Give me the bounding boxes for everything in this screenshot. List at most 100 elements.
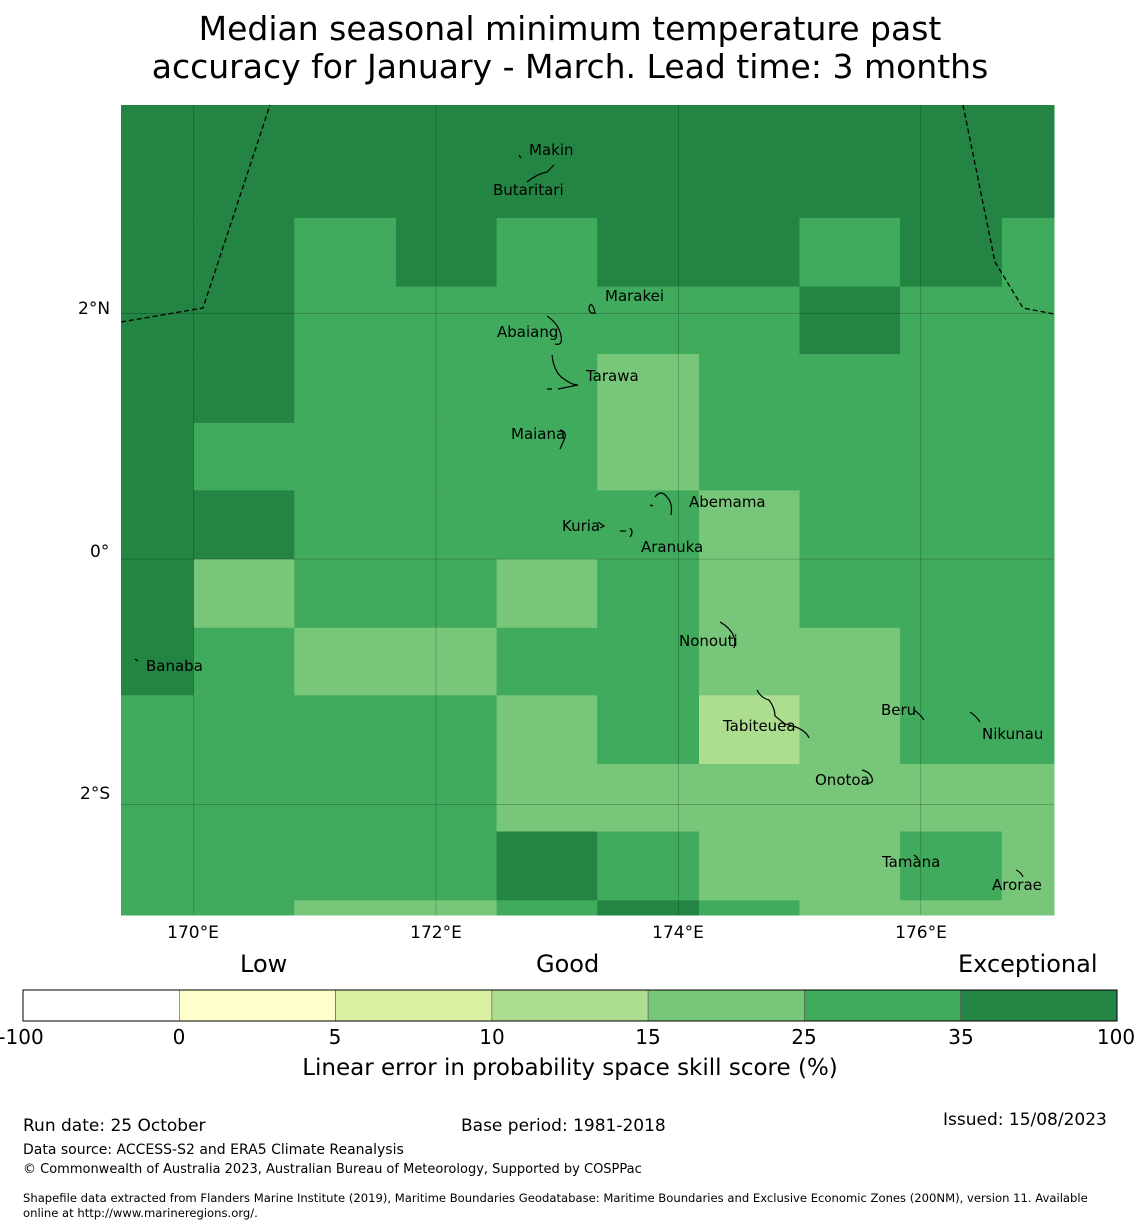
island-label-tarawa: Tarawa: [585, 367, 639, 385]
grid-cell: [396, 695, 498, 765]
grid-cell: [396, 490, 498, 560]
grid-cell: [496, 559, 598, 629]
colorbar-tick: 0: [172, 1025, 186, 1049]
colorbar-tick: 25: [791, 1025, 817, 1049]
island-label-kuria: Kuria: [562, 517, 600, 535]
island-label-onotoa: Onotoa: [815, 771, 870, 789]
grid-cell: [121, 559, 195, 629]
grid-cell: [193, 764, 295, 832]
grid-cell: [1001, 422, 1055, 491]
grid-cell: [699, 286, 801, 355]
grid-cell: [799, 105, 901, 219]
grid-cell: [396, 422, 498, 491]
grid-cell: [900, 627, 1003, 696]
grid-cell: [799, 217, 901, 288]
colorbar-tick: 15: [635, 1025, 661, 1049]
grid-cell: [699, 217, 801, 288]
aranuka-outline: [620, 527, 633, 538]
grid-cell: [900, 490, 1003, 560]
island-labels: Makin Butaritari Marakei Abaiang Tarawa Maian…: [146, 141, 1043, 894]
abaiang-outline: [546, 315, 562, 345]
grid-cell: [396, 831, 498, 901]
onotoa-outline: [861, 769, 873, 784]
y-tick-0: 0°: [90, 542, 110, 562]
grid-cell: [1001, 627, 1055, 696]
grid-cell: [396, 217, 498, 288]
grid-cell: [597, 764, 700, 832]
grid-cell: [799, 354, 901, 424]
grid-cell: [1001, 831, 1055, 901]
title-line-1: Median seasonal minimum temperature past: [198, 9, 942, 48]
colorbar-axis-label: Linear error in probability space skill …: [302, 1055, 838, 1081]
grid-cell: [121, 764, 195, 832]
eez-boundary-east: [962, 104, 1055, 315]
grid-cell: [396, 764, 498, 832]
colorbar-tick: 10: [479, 1025, 505, 1049]
data-source: Data source: ACCESS-S2 and ERA5 Climate …: [23, 1142, 404, 1158]
grid-cell: [900, 695, 1003, 765]
grid-cell: [121, 695, 195, 765]
island-label-maiana: Maiana: [511, 425, 565, 443]
grid-cell: [396, 105, 498, 219]
grid-cell: [597, 217, 700, 288]
colorbar-label-exceptional: Exceptional: [958, 950, 1098, 978]
chart-title: Median seasonal minimum temperature past…: [0, 10, 1140, 86]
island-label-beru: Beru: [881, 701, 916, 719]
kuria-outline: [597, 521, 606, 529]
arorae-outline: [1015, 869, 1024, 878]
grid-cell: [193, 695, 295, 765]
grid-cell: [294, 695, 397, 765]
grid-cell: [799, 695, 901, 765]
colorbar-segment: [647, 989, 805, 1022]
banaba-outline: [134, 658, 139, 662]
colorbar-segment: [335, 989, 493, 1022]
grid-cell: [799, 286, 901, 355]
grid-cell: [496, 105, 598, 219]
grid-cell: [121, 217, 195, 288]
run-date: Run date: 25 October: [23, 1116, 206, 1136]
x-tick-170e: 170°E: [167, 923, 219, 943]
grid-cell: [699, 559, 801, 629]
shapefile-credit-line-1: Shapefile data extracted from Flanders M…: [23, 1191, 1088, 1205]
grid-cell: [496, 217, 598, 288]
grid-cell: [193, 559, 295, 629]
grid-cell: [1001, 764, 1055, 832]
grid-cell: [900, 559, 1003, 629]
grid-cell: [496, 627, 598, 696]
grid-cell: [193, 217, 295, 288]
grid-cell: [699, 422, 801, 491]
colorbar-segment: [179, 989, 336, 1022]
island-label-marakei: Marakei: [605, 287, 664, 305]
colorbar-frame: [22, 989, 1118, 1022]
grid-cell: [294, 354, 397, 424]
grid-cell: [1001, 286, 1055, 355]
island-label-abaiang: Abaiang: [497, 323, 558, 341]
makin-outline: [518, 154, 555, 183]
eez-boundaries: [120, 104, 1055, 323]
grid-cell: [1001, 105, 1055, 219]
copyright: © Commonwealth of Australia 2023, Austra…: [23, 1162, 642, 1177]
grid-cell: [597, 286, 700, 355]
grid-cell: [900, 831, 1003, 901]
grid-cell: [121, 831, 195, 901]
grid-cell: [294, 559, 397, 629]
grid-cell: [799, 831, 901, 901]
skill-grid: [121, 105, 1055, 916]
grid-cell: [396, 900, 498, 916]
grid-cell: [121, 900, 195, 916]
grid-cell: [121, 105, 195, 219]
grid-cell: [294, 217, 397, 288]
grid-cell: [193, 354, 295, 424]
abemama-outline: [649, 492, 673, 516]
grid-cell: [294, 105, 397, 219]
colorbar-tick: 100: [1096, 1025, 1136, 1049]
grid-cell: [193, 900, 295, 916]
graticule: [121, 105, 1054, 915]
grid-cell: [294, 900, 397, 916]
grid-cell: [597, 105, 700, 219]
grid-cell: [193, 286, 295, 355]
grid-cell: [1001, 900, 1055, 916]
shapefile-credit-line-2: online at http://www.marineregions.org/.: [23, 1206, 258, 1220]
grid-cell: [799, 764, 901, 832]
grid-cell: [597, 559, 700, 629]
